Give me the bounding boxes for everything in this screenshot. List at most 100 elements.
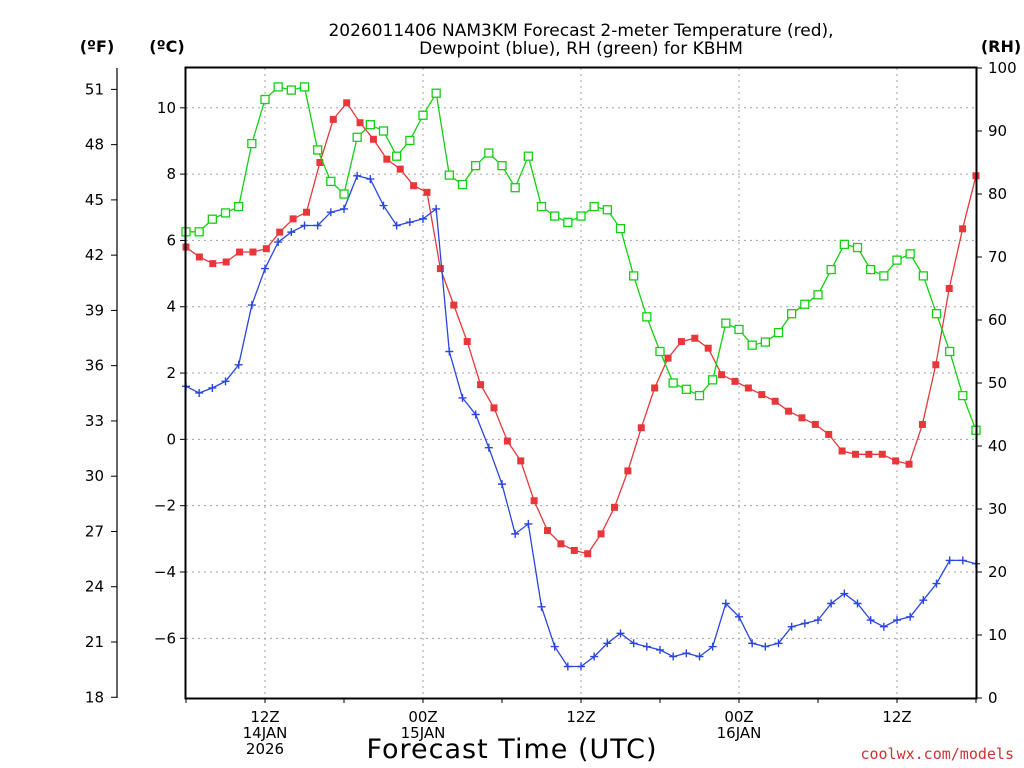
temperature-point [570,546,578,554]
x-tick-label: 16JAN [717,724,762,742]
temperature-point [276,228,284,236]
dewpoint-point [498,480,506,489]
rh-point [826,264,836,275]
rh-point [892,255,902,265]
temperature-point [436,265,444,273]
temperature-point [932,361,940,369]
rh-point [339,189,349,199]
temperature-point [651,384,659,392]
rh-point [457,179,468,190]
rh-axis-unit: (RH) [981,37,1021,56]
rh-point [681,384,691,394]
dewpoint-point [958,556,967,565]
x-tick-label: 12Z [882,708,911,726]
rh-point [760,337,770,347]
celsius-tick-label: −6 [154,629,176,647]
rh-point [866,264,876,275]
dewpoint-point [616,629,625,638]
temperature-point [530,497,538,505]
x-tick-label: 2026 [246,740,284,758]
temperature-point [744,384,752,392]
rh-point [576,211,586,221]
x-tick-label: 15JAN [401,724,446,742]
dewpoint-point [603,639,612,648]
rh-point [773,327,784,338]
dewpoint-point [945,556,954,565]
rh-point [629,271,639,281]
temperature-point [544,527,552,535]
dewpoint-point [379,201,388,210]
temperature-point [918,420,926,428]
rh-point [510,183,520,193]
fahrenheit-axis-unit: (ºF) [80,37,115,56]
x-tick-label: 12Z [566,708,595,726]
celsius-tick-label: 10 [157,99,176,117]
rh-point [326,176,336,187]
dewpoint-point [524,519,533,528]
temperature-point [209,260,217,268]
chart-title-line2: Dewpoint (blue), RH (green) for KBHM [419,39,743,59]
rh-tick-label: 20 [988,563,1007,581]
temperature-point [811,420,819,428]
dewpoint-point [840,589,849,598]
fahrenheit-tick-label: 24 [85,578,104,596]
temperature-point [785,407,793,415]
temperature-point [236,248,244,256]
temperature-point [503,437,511,445]
fahrenheit-tick-label: 33 [85,412,104,430]
dewpoint-point [484,443,493,452]
temperature-point [838,447,846,455]
temperature-point [892,457,900,465]
temperature-point [945,285,953,292]
rh-tick-label: 10 [988,626,1007,644]
dewpoint-point [234,360,243,369]
rh-point [365,120,375,130]
temperature-point [825,430,833,438]
fahrenheit-tick-label: 18 [85,688,104,706]
dewpoint-point [853,599,862,608]
x-tick-label: 14JAN [243,724,288,742]
chart-title-line1: 2026011406 NAM3KM Forecast 2-meter Tempe… [328,21,833,41]
dewpoint-point [221,377,230,386]
rh-point [313,145,323,155]
temperature-point [343,99,351,107]
rh-tick-label: 40 [988,437,1007,455]
temperature-point [637,424,645,432]
rh-point [839,239,849,250]
dewpoint-point [708,642,717,651]
fahrenheit-tick-label: 21 [85,633,104,651]
temperature-point [329,115,337,123]
rh-point [431,88,441,98]
dewpoint-point [577,662,585,671]
temperature-point [423,188,431,196]
fahrenheit-tick-label: 45 [85,191,104,209]
dewpoint-point [511,529,520,538]
rh-point [471,160,481,171]
temperature-point [396,165,404,173]
fahrenheit-tick-label: 42 [85,246,104,264]
temperature-point [249,248,257,256]
rh-point [405,135,415,146]
dewpoint-point [642,642,651,651]
rh-point [260,94,270,105]
temperature-point [584,550,592,558]
rh-point [234,201,244,212]
rh-point [602,205,612,215]
temperature-point [771,397,779,405]
rh-point [694,390,705,401]
rh-point [247,138,257,149]
rh-point [589,201,599,212]
rh-point [708,375,718,385]
dewpoint-point [313,221,322,230]
temperature-point [316,159,324,166]
x-tick-label: 00Z [408,708,437,726]
dewpoint-point [682,649,691,658]
dewpoint-point [827,599,836,608]
dewpoint-point [800,619,809,628]
temperature-point [610,503,618,511]
dewpoint-point [419,214,427,223]
rh-point [392,151,402,161]
temperature-point [878,450,886,458]
rh-point [747,340,757,350]
temperature-point [905,460,913,468]
